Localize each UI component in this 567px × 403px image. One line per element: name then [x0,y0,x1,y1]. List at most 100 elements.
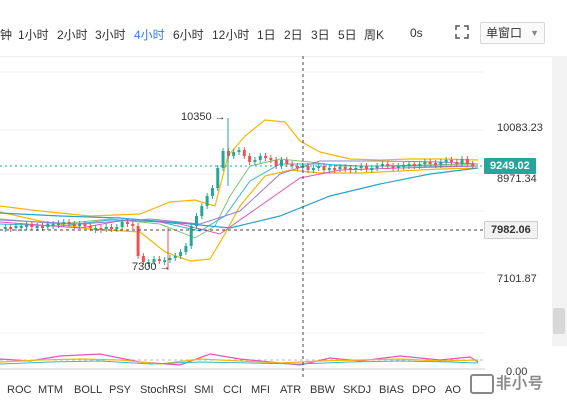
candle-body [295,166,299,168]
candle-body [141,256,145,262]
candle-body [56,223,60,225]
candle-body [237,150,241,152]
candle-body [439,162,443,165]
indicator-tab-smi[interactable]: SMI [194,384,214,396]
candle-body [205,196,209,206]
candle-body [402,165,406,167]
indicator-tab-dpo[interactable]: DPO [412,384,436,396]
price-scale-scrollbar[interactable] [552,56,567,346]
indicator-tab-cci[interactable]: CCI [223,384,242,396]
candle-body [412,164,416,166]
candle-body [375,166,379,168]
candle-body [264,156,268,158]
indicator-line-magenta [0,353,479,366]
candle-body [110,227,114,229]
candle-body [83,224,87,226]
candle-body [67,222,71,224]
candle-body [354,168,358,170]
candle-body [125,222,129,224]
watermark-icon [470,374,494,395]
chart-gridlines [0,71,485,334]
candle-body [35,226,39,228]
candle-body [3,227,7,229]
candle-body [189,226,193,246]
indicator-tab-bias[interactable]: BIAS [379,384,405,396]
timeframe-2h[interactable]: 2小时 [57,28,88,42]
timeframe-2d[interactable]: 2日 [284,28,303,42]
price-label-mid: 8971.34 [497,173,537,185]
toolbar-divider [0,56,567,57]
candle-body [147,262,151,264]
candle-body [327,168,331,170]
timeframe-weekly[interactable]: 周K [364,28,385,42]
timeframe-3h[interactable]: 3小时 [95,28,126,42]
candle-body [258,156,262,160]
window-mode-select[interactable]: 单窗口 ▼ [480,22,545,44]
candle-body [195,216,199,226]
candle-body [396,166,400,168]
candle-body [465,159,469,164]
timeframe-6h[interactable]: 6小时 [173,28,204,42]
timeframe-1h[interactable]: 1小时 [18,28,49,42]
timeframe-4h[interactable]: 4小时 [134,28,165,42]
indicator-tab-mtm[interactable]: MTM [38,384,64,396]
ma-line-magenta [0,165,479,235]
ma-line-blue [0,167,479,229]
candle-body [168,258,172,260]
timeframe-minute[interactable]: 钟 [0,28,13,42]
indicator-tab-boll[interactable]: BOLL [74,384,103,396]
timeframe-toolbar: 钟 1小时 2小时 3小时 4小时 6小时 12小时 1日 2日 3日 5日 周… [0,0,567,56]
candlesticks [3,118,475,270]
current-price-tag: 9249.02 [484,158,536,174]
candle-body [30,225,34,227]
candle-body [157,259,161,261]
refresh-interval[interactable]: 0s [410,26,423,40]
candle-body [115,227,119,229]
candle-body [136,226,140,256]
timeframe-5d[interactable]: 5日 [338,28,357,42]
candle-body [232,152,236,156]
candle-body [152,259,156,262]
indicator-line-yellow [0,358,479,365]
timeframe-3d[interactable]: 3日 [311,28,330,42]
candle-body [364,166,368,169]
indicator-tab-roc[interactable]: ROC [7,384,32,396]
fullscreen-icon[interactable] [455,25,469,39]
indicator-tab-ao[interactable]: AO [445,384,461,396]
scrollbar-thumb[interactable] [553,308,565,334]
candle-body [455,162,459,164]
candle-body [274,160,278,166]
candle-body [322,166,326,170]
candle-body [51,224,55,226]
price-label-low: 7101.87 [497,273,537,285]
candle-body [428,162,432,164]
candle-body [460,159,464,164]
candle-body [380,164,384,166]
candle-body [449,160,453,162]
candle-body [434,163,438,165]
indicator-tab-psy[interactable]: PSY [109,384,132,396]
indicator-tab-stochrsi[interactable]: StochRSI [140,384,187,396]
candle-body [163,260,167,262]
indicator-tab-atr[interactable]: ATR [280,384,302,396]
timeframe-12h[interactable]: 12小时 [212,28,250,42]
candle-body [418,164,422,166]
candle-body [19,226,23,228]
candle-body [72,224,76,226]
candle-body [104,227,108,229]
candle-body [423,162,427,164]
candle-body [391,166,395,168]
indicator-tab-skdj[interactable]: SKDJ [343,384,372,396]
crosshair-price-tag: 7982.06 [484,221,538,239]
candle-body [210,188,214,196]
candle-body [471,164,475,166]
candle-body [9,227,13,229]
candle-body [248,156,252,162]
candlestick-chart[interactable] [0,56,552,378]
indicator-tab-bbw[interactable]: BBW [310,384,336,396]
timeframe-1d[interactable]: 1日 [257,28,276,42]
candle-body [343,167,347,169]
candle-body [88,226,92,228]
indicator-tab-mfi[interactable]: MFI [251,384,270,396]
candle-body [317,166,321,168]
